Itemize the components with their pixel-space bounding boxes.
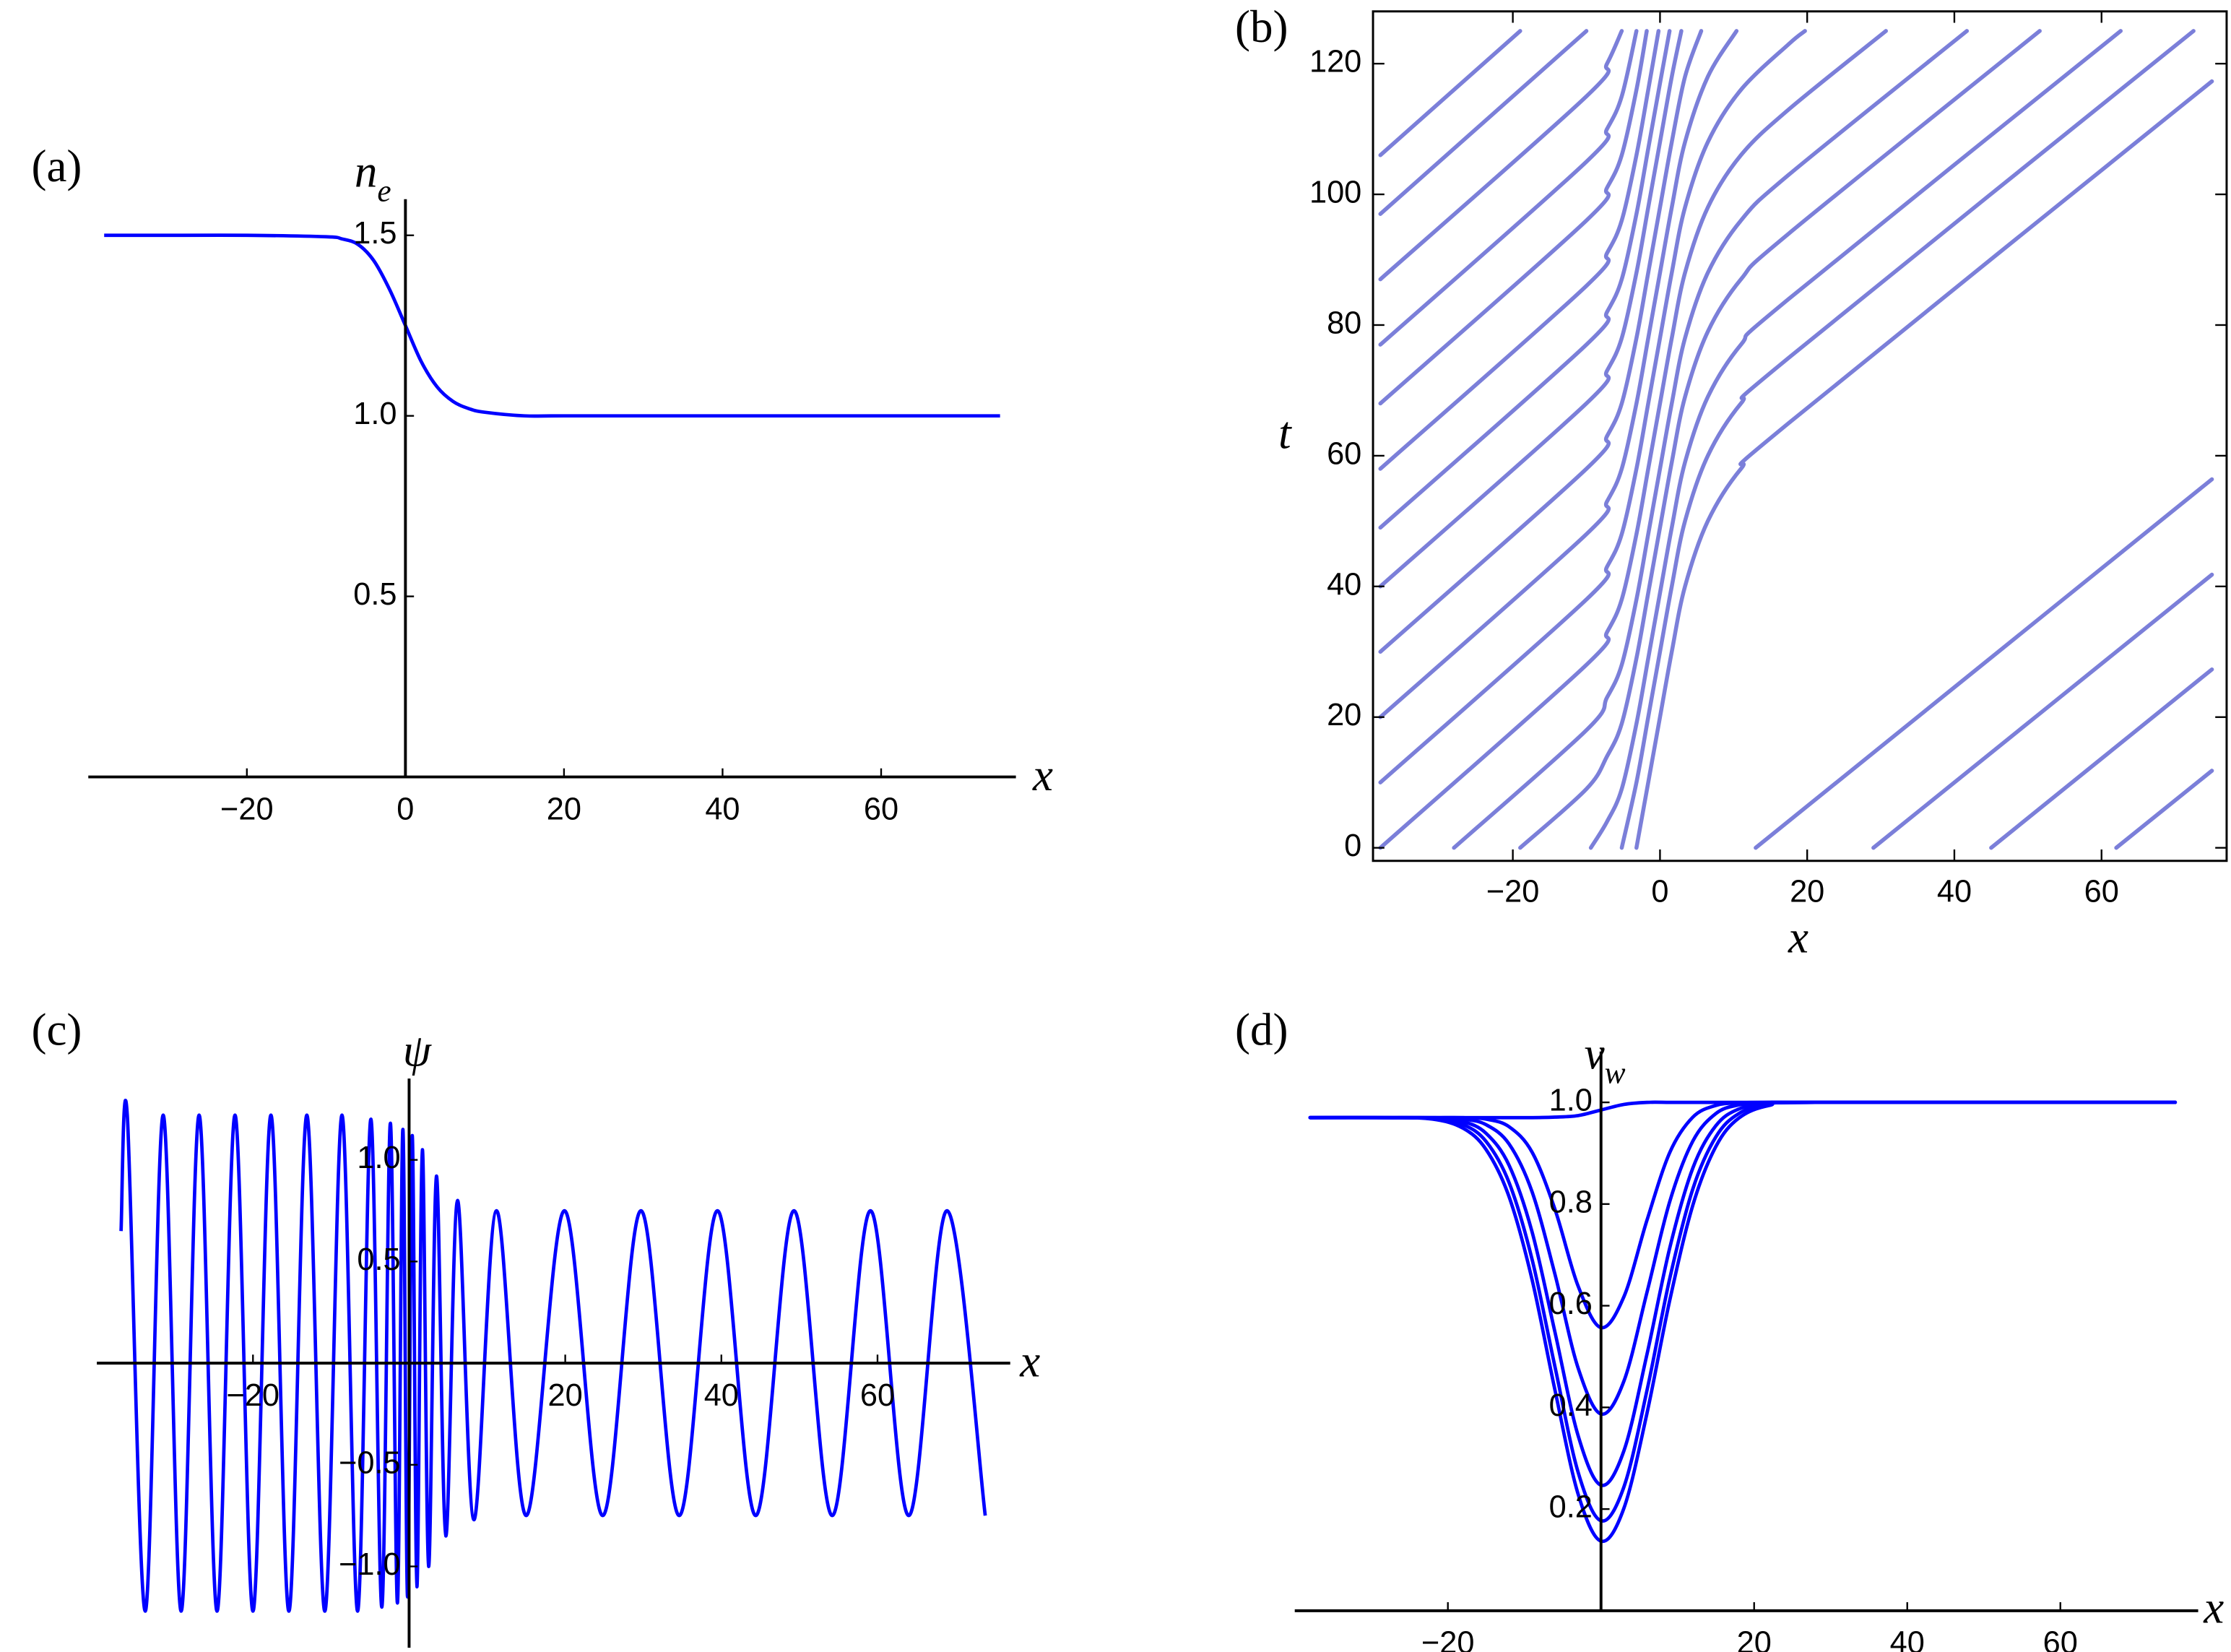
x-tick-label: 60 <box>860 1378 895 1413</box>
y-axis-label: ψ <box>403 1026 433 1076</box>
x-tick-label: 40 <box>704 1378 739 1413</box>
plot-area <box>119 1099 987 1613</box>
x-tick-label: 40 <box>705 792 740 826</box>
x-axis-label: x <box>1019 1336 1040 1387</box>
data-line <box>2114 769 2214 850</box>
y-tick-label: 0.5 <box>353 577 397 612</box>
x-tick-label: 40 <box>1937 875 1972 909</box>
data-line <box>1989 667 2214 850</box>
x-tick-label: −20 <box>227 1378 280 1413</box>
data-line <box>1378 29 1649 406</box>
y-axis-label: t <box>1278 408 1292 459</box>
y-tick-label: 0 <box>1344 829 1361 863</box>
x-tick-label: 0 <box>397 792 414 826</box>
data-line <box>1634 79 2214 850</box>
y-axis-label: vw <box>1585 1029 1626 1090</box>
data-line <box>1619 29 2196 850</box>
x-tick-label: 20 <box>1790 875 1824 909</box>
y-axis-label-main: v <box>1585 1029 1605 1079</box>
x-tick-label: −20 <box>1421 1626 1475 1652</box>
x-tick-label: 0 <box>1651 875 1668 909</box>
y-tick-label: 1.0 <box>1549 1084 1593 1118</box>
y-tick-label: 0.5 <box>357 1242 400 1277</box>
x-tick-label: 20 <box>548 1378 583 1413</box>
y-axis-label-main: ψ <box>403 1026 433 1076</box>
x-tick-label: 20 <box>547 792 581 826</box>
data-line <box>1518 29 2042 850</box>
y-axis-label-main: n <box>355 147 378 197</box>
panel: −20 0 20 40 60 0.5 1.0 1.5 (a) x ne <box>31 141 1053 826</box>
data-line <box>1754 477 2214 850</box>
x-tick-label: −20 <box>1486 875 1539 909</box>
x-axis-label: x <box>1788 912 1808 963</box>
y-tick-label: 100 <box>1309 176 1361 210</box>
x-tick-label: 40 <box>1890 1626 1925 1652</box>
data-line <box>1378 29 1684 589</box>
panel: −20 20 40 60 −1.0 −0.5 0.5 1.0 (c) x ψ <box>31 1005 1040 1648</box>
y-tick-label: 40 <box>1327 567 1361 602</box>
panel-label: (c) <box>31 1005 82 1055</box>
y-axis-label-main: t <box>1278 408 1292 459</box>
x-axis-label: x <box>2203 1582 2224 1632</box>
data-line <box>1378 29 1704 654</box>
data-line <box>1378 29 1888 850</box>
plot-area <box>104 233 1000 418</box>
y-axis-label: ne <box>355 147 391 208</box>
data-line <box>1378 29 1739 719</box>
data-line <box>1378 29 1672 530</box>
data-line <box>1378 29 1661 471</box>
y-tick-label: 80 <box>1327 306 1361 340</box>
data-line <box>1452 29 1970 850</box>
y-axis-label-sub: e <box>377 173 391 208</box>
y-axis-label-sub: w <box>1605 1056 1626 1091</box>
y-tick-label: 1.0 <box>353 397 397 431</box>
data-line <box>1871 572 2214 850</box>
data-line <box>119 1099 987 1613</box>
y-tick-label: 0.6 <box>1549 1286 1593 1321</box>
plot-area <box>1378 29 2214 850</box>
panel-label: (a) <box>31 141 82 191</box>
x-tick-label: 60 <box>2084 875 2119 909</box>
data-line <box>1378 29 1624 282</box>
x-tick-label: 20 <box>1737 1626 1772 1652</box>
data-line <box>1378 29 1522 157</box>
data-line <box>1378 29 1639 347</box>
y-tick-label: −1.0 <box>339 1547 401 1582</box>
y-tick-label: 0.2 <box>1549 1490 1593 1525</box>
y-tick-label: −0.5 <box>339 1445 401 1480</box>
data-line <box>1378 29 1589 216</box>
x-axis-label: x <box>1032 750 1053 800</box>
y-tick-label: 120 <box>1309 45 1361 79</box>
frame <box>1372 10 2228 862</box>
panel-label: (b) <box>1235 1 1288 52</box>
panel: −20 20 40 60 0.2 0.4 0.6 0.8 1.0 (d) x vw <box>1235 1005 2224 1652</box>
y-tick-label: 1.5 <box>353 216 397 251</box>
data-line <box>104 233 1000 418</box>
x-tick-label: 60 <box>864 792 898 826</box>
panel: −20 0 20 40 60 0 20 40 60 80 100 120 (b) x t <box>1235 1 2228 963</box>
panel-label: (d) <box>1235 1005 1288 1055</box>
x-tick-label: −20 <box>220 792 274 826</box>
y-tick-label: 20 <box>1327 698 1361 732</box>
x-tick-label: 60 <box>2043 1626 2078 1652</box>
y-tick-label: 1.0 <box>357 1141 400 1175</box>
y-tick-label: 0.8 <box>1549 1185 1593 1219</box>
data-line <box>1308 1100 2178 1544</box>
data-line <box>1378 29 1807 784</box>
plot-area <box>1308 1100 2178 1544</box>
y-tick-label: 0.4 <box>1549 1388 1593 1423</box>
y-tick-label: 60 <box>1327 436 1361 471</box>
data-line <box>1588 29 2123 850</box>
